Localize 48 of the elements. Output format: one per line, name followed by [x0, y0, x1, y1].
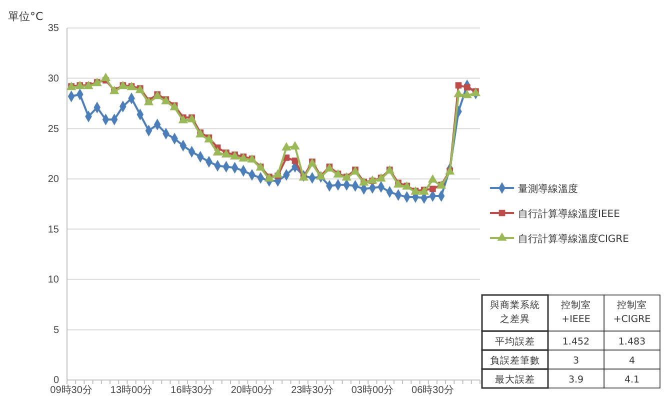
y-tick-label: 35 [48, 23, 60, 34]
point [212, 147, 222, 156]
text: 控制室 [617, 299, 647, 311]
point [428, 174, 438, 183]
x-tick-label: 16時30分 [170, 384, 213, 396]
y-tick-label: 30 [48, 73, 60, 84]
text: 1.483 [618, 336, 646, 348]
x-tick-label: 13時00分 [110, 384, 153, 396]
point [290, 141, 300, 150]
x-tick-label: 09時30分 [50, 384, 92, 396]
text: 3 [572, 356, 580, 366]
point [455, 82, 462, 88]
y-tick-label: 5 [53, 324, 60, 336]
x-tick-label: 20時00分 [230, 384, 274, 396]
y-tick-label: 0 [53, 375, 60, 386]
text: +IEEE [562, 314, 590, 325]
x-tick-label: 06時30分 [412, 384, 454, 396]
text: 之差異 [500, 313, 530, 325]
y-tick-label: 15 [48, 224, 60, 236]
text: 與商業系統 [490, 299, 540, 311]
point [454, 88, 464, 98]
text: 1.452 [562, 336, 590, 348]
point [368, 175, 378, 184]
point [282, 142, 292, 150]
point [464, 84, 470, 90]
y-tick-label: 25 [48, 124, 60, 135]
text: 4.1 [624, 374, 640, 386]
legend-label: 量測導線溫度 [518, 183, 578, 195]
point [292, 158, 298, 164]
text: +CIGRE [613, 314, 651, 325]
point [462, 90, 472, 98]
x-tick-label: 23時30分 [291, 384, 334, 396]
y-axis-title: 單位°C [8, 10, 44, 23]
legend-label: 自行計算導線溫度IEEE [518, 208, 620, 220]
text: 3.9 [568, 374, 584, 386]
point [178, 114, 188, 124]
text: 控制室 [561, 299, 591, 311]
y-tick-label: 10 [48, 274, 60, 286]
text: 4 [628, 356, 636, 366]
text: 最大誤差 [495, 374, 535, 386]
text: 平均誤差 [495, 336, 535, 348]
x-tick-label: 03時00分 [351, 384, 394, 396]
point [272, 169, 283, 178]
text: 負誤差筆數 [490, 354, 540, 366]
legend-label: 自行計算導線溫度CIGRE [518, 233, 629, 245]
point [430, 186, 436, 192]
y-tick-label: 20 [48, 174, 60, 186]
point [100, 72, 111, 82]
